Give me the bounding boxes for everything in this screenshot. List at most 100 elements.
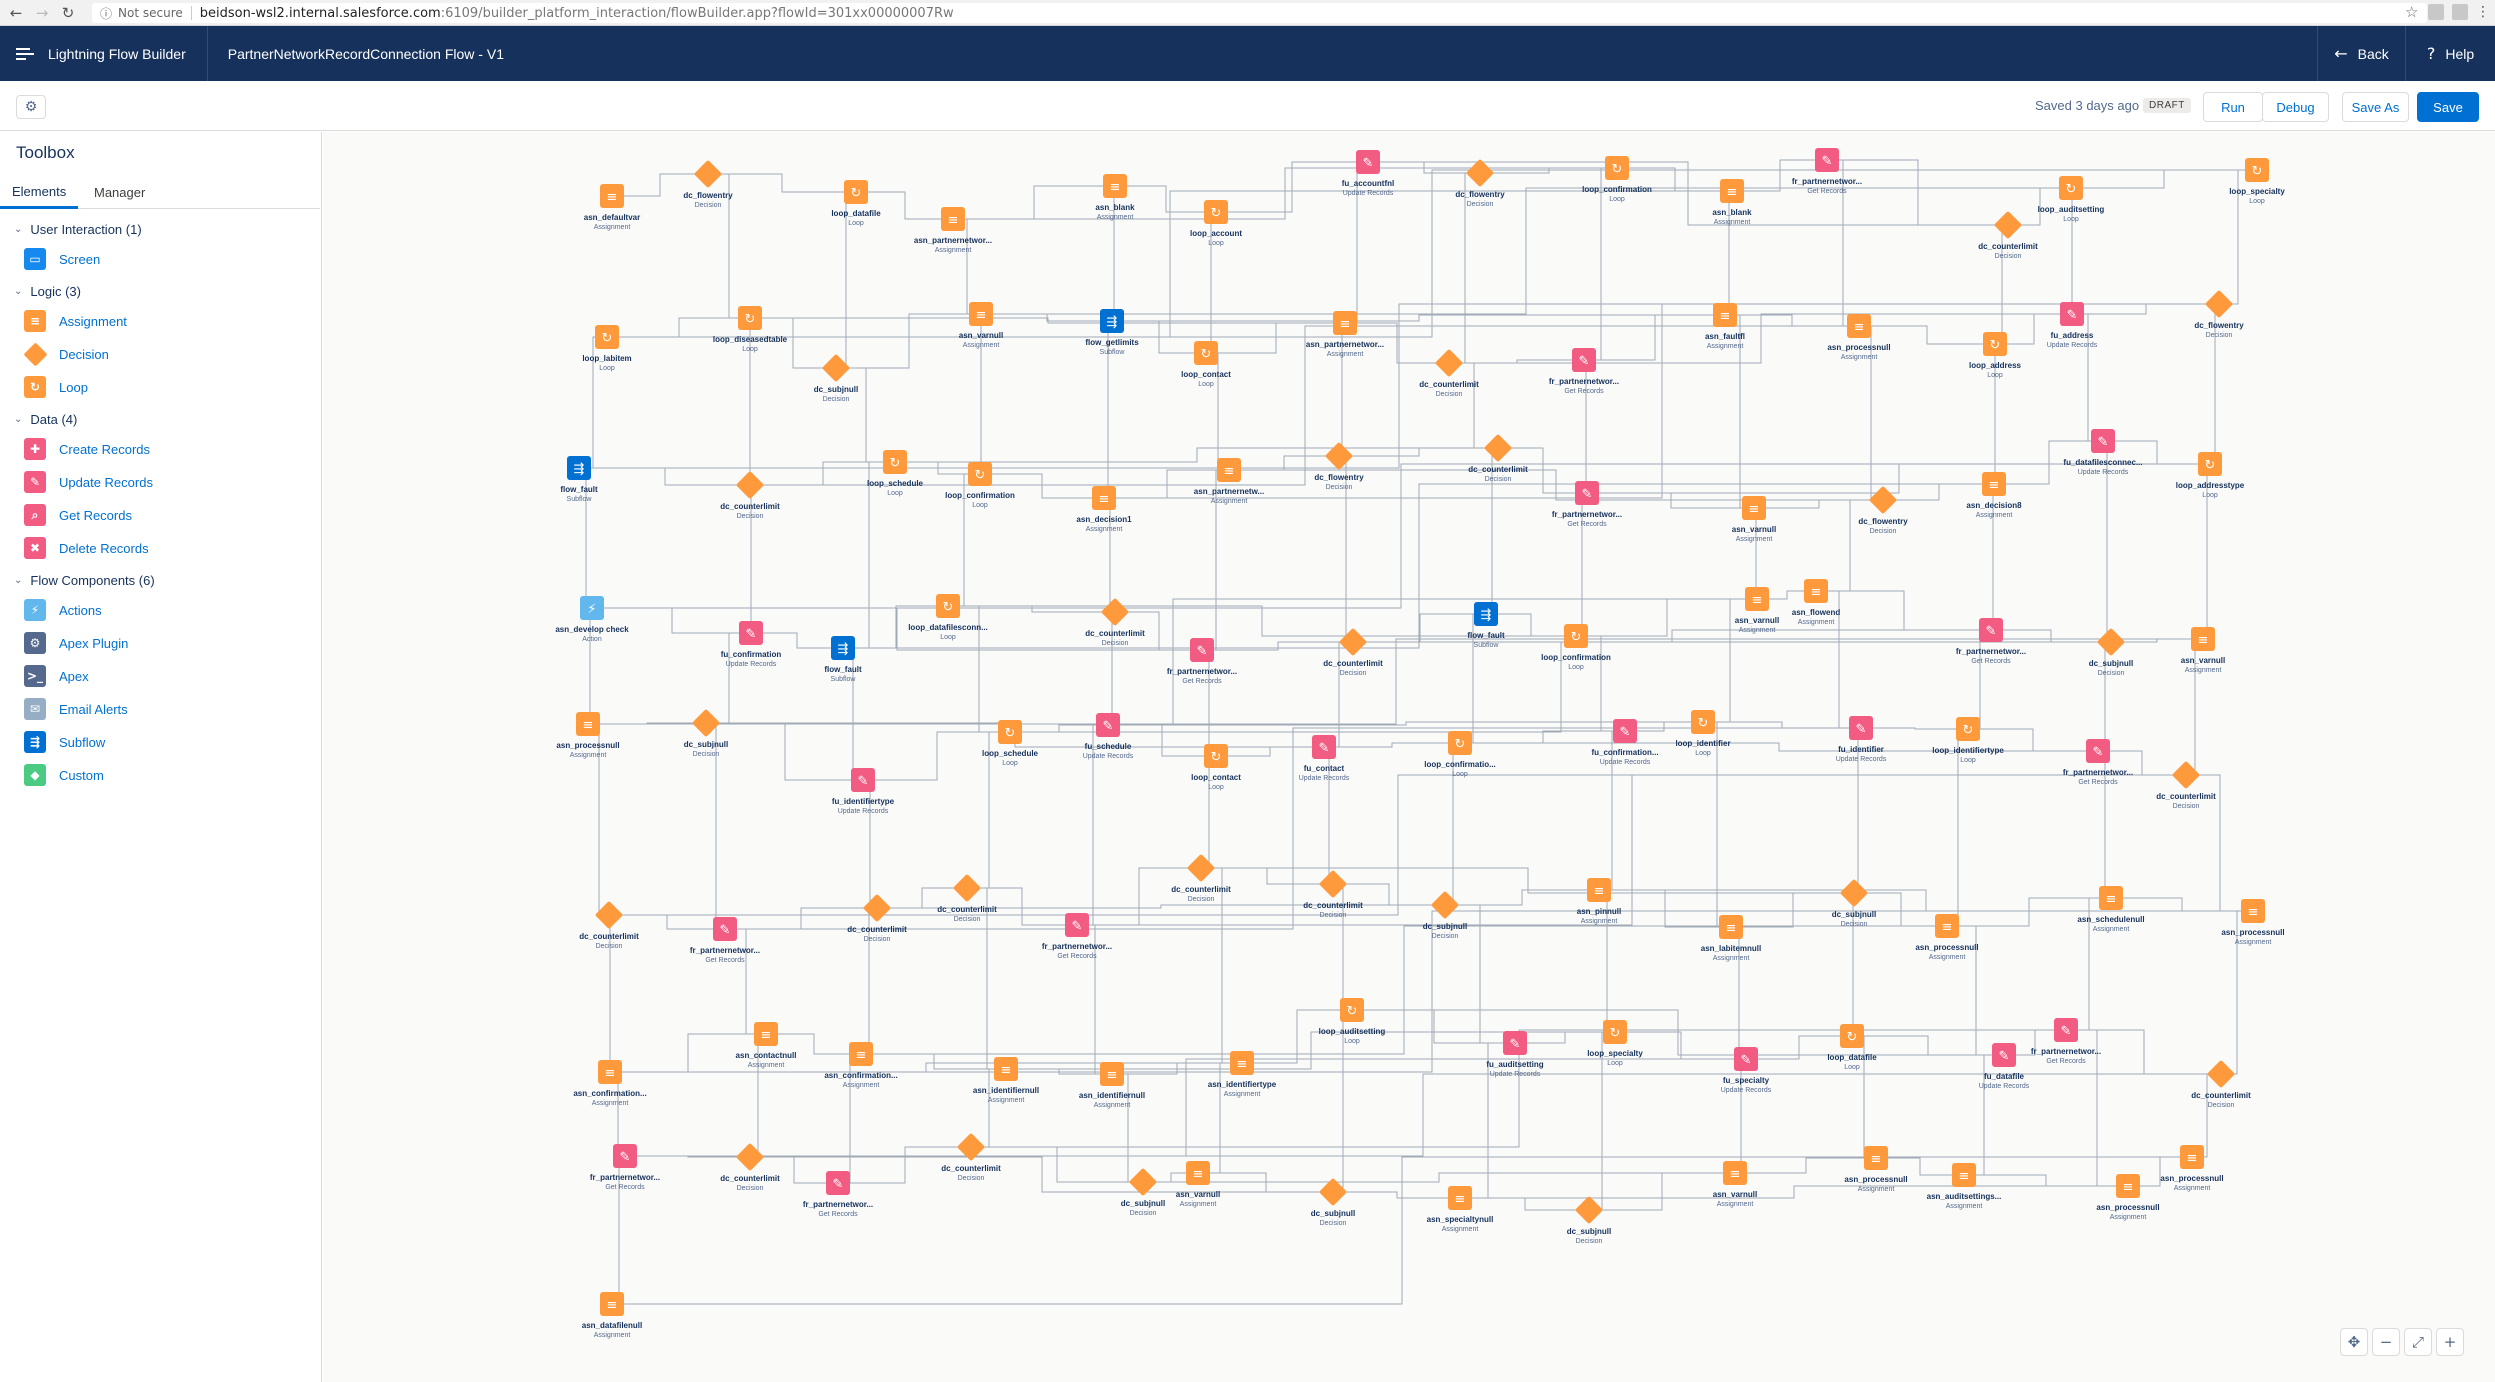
toolbox-item-actions[interactable]: ⚡ Actions (24, 599, 102, 621)
connector-line[interactable] (1754, 499, 1883, 509)
toolbox-item-apex-plugin[interactable]: ⚙ Apex Plugin (24, 632, 128, 654)
connector-line[interactable] (607, 317, 750, 338)
address-bar[interactable]: ⓘ Not secure beidson-wsl2.internal.sales… (92, 3, 2427, 23)
connector-line[interactable] (607, 169, 2257, 338)
connector-line[interactable] (609, 914, 725, 930)
connector-line[interactable] (1201, 867, 1333, 885)
connector-line[interactable] (592, 607, 751, 634)
reload-icon[interactable]: ↻ (61, 3, 75, 22)
flow-node-assign[interactable]: ≡ asn_blank Assignment (1712, 179, 1752, 226)
connector-line[interactable] (1206, 322, 1345, 354)
flow-node-decision[interactable]: dc_counterlimit Decision (579, 901, 639, 950)
toolbox-item-get-records[interactable]: ⌕ Get Records (24, 504, 132, 526)
connector-line[interactable] (948, 605, 1115, 613)
flow-node-data[interactable]: ✎ fu_confirmation... Update Records (1591, 719, 1659, 766)
flow-node-loop[interactable]: ↻ loop_address Loop (1969, 332, 2022, 379)
flow-node-loop[interactable]: ↻ loop_account Loop (1190, 200, 1242, 247)
connector-line[interactable] (1859, 325, 1883, 501)
connector-line[interactable] (750, 1156, 1333, 1193)
connector-line[interactable] (1968, 728, 2098, 752)
flow-node-loop[interactable]: ↻ loop_confirmatio... Loop (1424, 731, 1496, 778)
flow-node-decision[interactable]: dc_counterlimit Decision (937, 874, 997, 923)
flow-node-assign[interactable]: ≡ asn_varnull Assignment (1735, 587, 1779, 634)
flow-node-decision[interactable]: dc_counterlimit Decision (720, 1143, 780, 1192)
flow-node-loop[interactable]: ↻ loop_contact Loop (1181, 341, 1231, 388)
connector-line[interactable] (1115, 611, 1202, 651)
connector-line[interactable] (1077, 867, 1201, 926)
connector-line[interactable] (953, 185, 1115, 220)
connector-line[interactable] (1216, 746, 1324, 757)
connector-line[interactable] (1757, 590, 1816, 600)
flow-node-loop[interactable]: ↻ loop_datafile Loop (1827, 1024, 1877, 1071)
toolbox-item-subflow[interactable]: ⇶ Subflow (24, 731, 105, 753)
flow-node-decision[interactable]: dc_counterlimit Decision (941, 1133, 1001, 1182)
flow-node-loop[interactable]: ↻ loop_addresstype Loop (2176, 452, 2245, 499)
connector-line[interactable] (2072, 303, 2219, 315)
connector-line[interactable] (1754, 507, 1757, 600)
flow-node-action[interactable]: ⚡ asn_develop check Action (555, 596, 629, 643)
connector-line[interactable] (877, 904, 1445, 909)
connector-line[interactable] (981, 187, 2071, 315)
connector-line[interactable] (1460, 730, 1625, 744)
connector-line[interactable] (1625, 721, 1703, 732)
connector-line[interactable] (1589, 1172, 1735, 1211)
connector-line[interactable] (1333, 883, 1445, 906)
connector-line[interactable] (2111, 897, 2253, 912)
section-header[interactable]: ⌄ Logic (3) (14, 284, 81, 299)
extension-icon[interactable] (2452, 4, 2468, 20)
connector-line[interactable] (895, 447, 1498, 463)
tab-manager[interactable]: Manager (94, 185, 146, 200)
connector-line[interactable] (1445, 889, 1599, 906)
flow-node-decision[interactable]: dc_subjnull Decision (814, 354, 858, 403)
flow-node-assign[interactable]: ≡ asn_varnull Assignment (2181, 627, 2225, 674)
flow-node-loop[interactable]: ↻ loop_auditsetting Loop (1319, 998, 1386, 1045)
flow-node-data[interactable]: ✎ fu_accountfnl Update Records (1342, 150, 1394, 197)
connector-line[interactable] (1201, 867, 1854, 894)
connector-line[interactable] (895, 461, 980, 475)
toolbox-item-email-alerts[interactable]: ✉ Email Alerts (24, 698, 128, 720)
flow-node-data[interactable]: ✎ fu_auditsetting Update Records (1486, 1031, 1544, 1078)
flow-node-loop[interactable]: ↻ loop_identifier Loop (1675, 710, 1731, 757)
flow-node-decision[interactable]: dc_flowentry Decision (2194, 290, 2244, 339)
flow-node-data[interactable]: ✎ fu_confirmation Update Records (721, 621, 782, 668)
flow-node-data[interactable]: ✎ fr_partnernetwor... Get Records (1042, 913, 1112, 960)
connector-line[interactable] (2066, 1029, 2128, 1187)
connector-line[interactable] (1994, 440, 2103, 485)
help-button[interactable]: ? Help (2405, 26, 2495, 81)
flow-node-decision[interactable]: dc_counterlimit Decision (1978, 211, 2038, 260)
debug-button[interactable]: Debug (2262, 92, 2329, 122)
connector-line[interactable] (625, 1155, 750, 1158)
flow-node-assign[interactable]: ≡ asn_labitemnull Assignment (1701, 915, 1761, 962)
flow-node-decision[interactable]: dc_flowentry Decision (1314, 442, 1364, 491)
flow-node-assign[interactable]: ≡ asn_flowend Assignment (1792, 579, 1841, 626)
flow-node-assign[interactable]: ≡ asn_pinnull Assignment (1577, 878, 1621, 925)
flow-node-decision[interactable]: dc_subjnull Decision (1311, 1178, 1355, 1227)
toolbox-item-delete-records[interactable]: ✖ Delete Records (24, 537, 149, 559)
connector-line[interactable] (1324, 641, 1353, 748)
connector-line[interactable] (610, 1062, 1242, 1073)
flow-node-data[interactable]: ✎ fr_partnernetwor... Get Records (803, 1171, 873, 1218)
flow-node-loop[interactable]: ↻ loop_contact Loop (1191, 744, 1241, 791)
connector-line[interactable] (750, 325, 1859, 486)
back-arrow-icon[interactable]: ← (9, 3, 23, 22)
connector-line[interactable] (2071, 169, 2257, 189)
pan-icon[interactable]: ✥ (2340, 1328, 2368, 1356)
flow-diagram[interactable]: ≡ asn_defaultvar Assignment dc_flowentry Dec… (323, 132, 2495, 1382)
flow-node-loop[interactable]: ↻ loop_specialty Loop (2229, 158, 2285, 205)
zoom-in-icon[interactable]: + (2436, 1328, 2464, 1356)
connector-line[interactable] (1006, 1031, 1615, 1070)
flow-node-loop[interactable]: ↻ loop_datafile Loop (831, 180, 881, 227)
connector-line[interactable] (1352, 1009, 1515, 1044)
connector-line[interactable] (1104, 469, 1229, 499)
flow-node-assign[interactable]: ≡ asn_processnull Assignment (1827, 314, 1891, 361)
section-header[interactable]: ⌄ Data (4) (14, 412, 77, 427)
flow-node-decision[interactable]: dc_counterlimit Decision (847, 894, 907, 943)
connector-line[interactable] (1746, 1035, 1852, 1060)
flow-node-data[interactable]: ✎ fr_partnernetwor... Get Records (590, 1144, 660, 1191)
connector-line[interactable] (863, 731, 1010, 781)
connector-line[interactable] (1143, 1172, 1735, 1183)
connector-line[interactable] (1353, 613, 1486, 643)
connector-line[interactable] (1515, 1031, 1615, 1044)
connector-line[interactable] (708, 173, 856, 193)
flow-node-data[interactable]: ✎ fu_identifier Update Records (1836, 716, 1887, 763)
